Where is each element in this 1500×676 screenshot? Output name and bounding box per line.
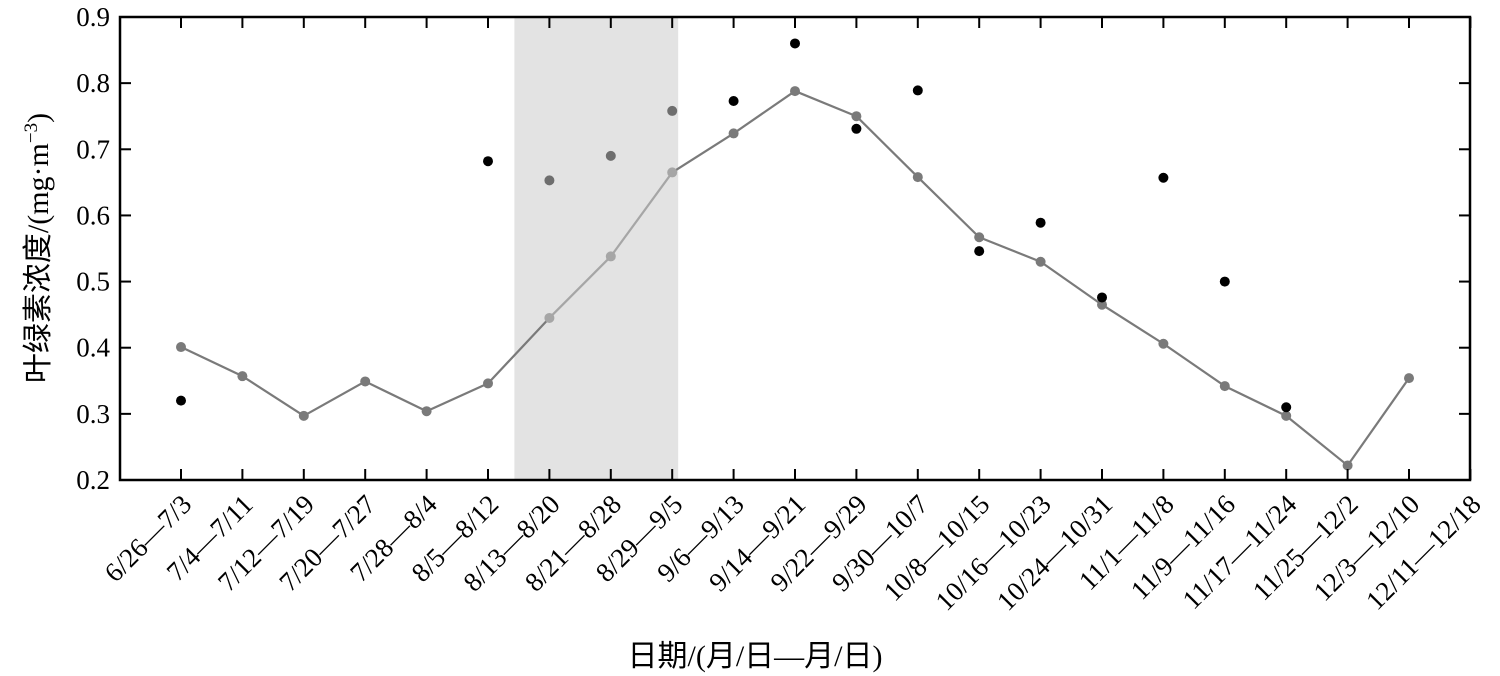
scatter-point — [176, 395, 186, 406]
axes-layer: 0.20.30.40.50.60.70.80.96/26—7/37/4—7/11… — [76, 2, 1486, 616]
scatter-point — [728, 96, 739, 107]
scatter-point — [1219, 276, 1230, 287]
line-segment — [671, 132, 735, 174]
scatter-point — [544, 175, 555, 186]
line-point — [1097, 299, 1107, 310]
line-segment — [855, 115, 919, 178]
line-point — [974, 232, 985, 243]
line-segment — [303, 380, 366, 417]
y-tick-label: 0.3 — [76, 399, 110, 429]
line-segment — [241, 375, 305, 417]
scatter-point — [1035, 217, 1046, 228]
line-point — [298, 410, 309, 421]
line-point — [421, 406, 432, 417]
line-segment — [732, 90, 796, 135]
y-tick-label: 0.8 — [76, 68, 110, 98]
y-tick-label: 0.4 — [76, 333, 110, 363]
x-axis-title: 日期/(月/日—月/日) — [628, 640, 883, 673]
line-point — [1342, 460, 1353, 471]
line-point — [1035, 256, 1046, 267]
scatter-point — [974, 246, 985, 257]
line-segment — [180, 346, 243, 378]
line-point — [360, 376, 371, 387]
line-point — [1404, 373, 1414, 384]
line-segment — [426, 382, 489, 413]
line-point — [667, 167, 678, 178]
line-point — [483, 378, 493, 389]
line-segment — [1346, 377, 1410, 467]
line-point — [237, 371, 248, 382]
highlight-band — [514, 17, 679, 480]
line-segment — [1162, 342, 1226, 387]
line-segment — [364, 380, 428, 413]
y-tick-label: 0.2 — [76, 465, 110, 495]
y-tick-label: 0.6 — [76, 200, 110, 230]
line-segment — [487, 317, 551, 385]
line-segment — [1101, 303, 1164, 345]
scatter-point — [667, 105, 678, 116]
line-point — [912, 172, 923, 183]
line-point — [790, 86, 800, 97]
line-point — [1281, 410, 1292, 421]
line-point — [1219, 381, 1230, 392]
y-axis-title-sup: −3 — [21, 123, 42, 143]
line-point — [728, 128, 739, 139]
line-point — [851, 111, 862, 122]
line-segment — [1224, 385, 1287, 417]
y-tick-label: 0.5 — [76, 267, 110, 297]
scatter-point — [1281, 402, 1292, 413]
line-segment — [917, 176, 980, 239]
scatter-point — [1097, 292, 1107, 303]
line-point — [176, 342, 186, 353]
line-segment — [609, 171, 674, 258]
line-segment — [978, 236, 1042, 263]
y-axis-title: 叶绿素浓度/(mg·m−3) — [21, 113, 55, 383]
line-point — [544, 312, 555, 323]
highlight-layer — [514, 17, 679, 480]
series-layer — [176, 38, 1414, 471]
scatter-point — [483, 156, 493, 167]
scatter-point — [851, 123, 862, 134]
scatter-point — [790, 38, 800, 49]
y-tick-label: 0.7 — [76, 134, 110, 164]
line-segment — [1285, 414, 1349, 467]
y-axis-title-main: 叶绿素浓度/(mg·m — [22, 143, 55, 383]
scatter-point — [912, 85, 923, 96]
scatter-point — [605, 150, 616, 161]
y-axis-title-close: ) — [22, 113, 55, 123]
line-segment — [794, 90, 857, 118]
line-segment — [548, 255, 612, 319]
line-point — [605, 251, 616, 262]
line-segment — [1039, 260, 1103, 306]
scatter-point — [1158, 172, 1169, 183]
line-point — [1158, 338, 1169, 349]
y-tick-label: 0.9 — [76, 2, 110, 32]
